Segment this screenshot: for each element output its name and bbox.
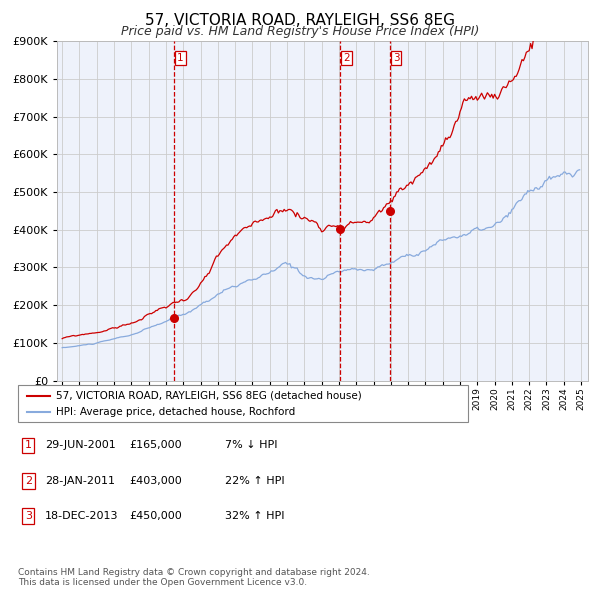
Text: 57, VICTORIA ROAD, RAYLEIGH, SS6 8EG: 57, VICTORIA ROAD, RAYLEIGH, SS6 8EG <box>145 13 455 28</box>
Text: Price paid vs. HM Land Registry's House Price Index (HPI): Price paid vs. HM Land Registry's House … <box>121 25 479 38</box>
Text: 1: 1 <box>177 53 184 63</box>
Text: Contains HM Land Registry data © Crown copyright and database right 2024.
This d: Contains HM Land Registry data © Crown c… <box>18 568 370 587</box>
Text: 18-DEC-2013: 18-DEC-2013 <box>45 512 119 521</box>
Text: 1: 1 <box>25 441 32 450</box>
Text: £403,000: £403,000 <box>129 476 182 486</box>
Text: 32% ↑ HPI: 32% ↑ HPI <box>225 512 284 521</box>
FancyBboxPatch shape <box>18 385 468 422</box>
Text: 7% ↓ HPI: 7% ↓ HPI <box>225 441 277 450</box>
Text: 22% ↑ HPI: 22% ↑ HPI <box>225 476 284 486</box>
Text: £450,000: £450,000 <box>129 512 182 521</box>
Text: 2: 2 <box>25 476 32 486</box>
Text: 2: 2 <box>343 53 349 63</box>
Text: 3: 3 <box>393 53 400 63</box>
Text: £165,000: £165,000 <box>129 441 182 450</box>
Text: 29-JUN-2001: 29-JUN-2001 <box>45 441 116 450</box>
Text: 28-JAN-2011: 28-JAN-2011 <box>45 476 115 486</box>
Text: HPI: Average price, detached house, Rochford: HPI: Average price, detached house, Roch… <box>56 407 296 417</box>
Text: 57, VICTORIA ROAD, RAYLEIGH, SS6 8EG (detached house): 57, VICTORIA ROAD, RAYLEIGH, SS6 8EG (de… <box>56 391 362 401</box>
Text: 3: 3 <box>25 512 32 521</box>
